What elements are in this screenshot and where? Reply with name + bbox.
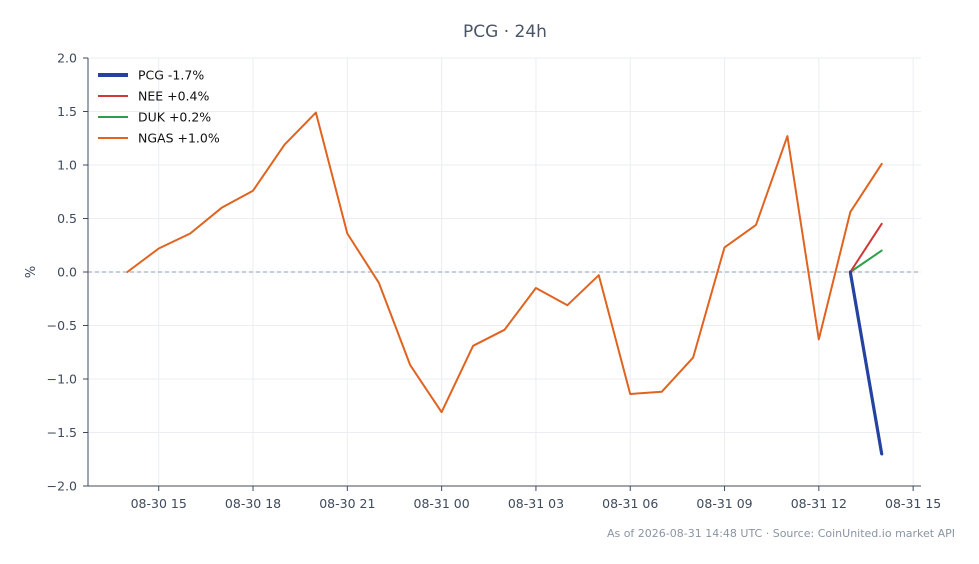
x-tick-label: 08-30 18 xyxy=(225,496,281,511)
footer-note: As of 2026-08-31 14:48 UTC · Source: Coi… xyxy=(607,527,955,540)
y-tick-label: 0.5 xyxy=(57,211,77,226)
y-tick-label: −1.5 xyxy=(47,425,77,440)
series-line-pcg xyxy=(848,270,884,456)
x-tick-label: 08-31 09 xyxy=(696,496,752,511)
legend-item-duk: DUK +0.2% xyxy=(98,110,211,125)
y-tick-label: −0.5 xyxy=(47,318,77,333)
legend-item-pcg: PCG -1.7% xyxy=(98,68,204,83)
legend-item-ngas: NGAS +1.0% xyxy=(98,131,220,146)
x-tick-label: 08-31 03 xyxy=(508,496,564,511)
x-tick-label: 08-31 00 xyxy=(414,496,470,511)
series-line-ngas xyxy=(126,111,883,414)
x-tick-label: 08-31 15 xyxy=(885,496,941,511)
y-tick-label: 2.0 xyxy=(57,51,77,66)
x-tick-label: 08-31 12 xyxy=(791,496,847,511)
x-tick-label: 08-30 15 xyxy=(131,496,187,511)
legend-item-nee: NEE +0.4% xyxy=(98,89,209,104)
y-tick-label: −1.0 xyxy=(47,372,77,387)
y-axis-ticks: 2.0 1.5 1.0 0.5 0.0 −0.5 −1.0 −1.5 −2.0 xyxy=(47,51,88,494)
legend: PCG -1.7% NEE +0.4% DUK +0.2% NGAS +1.0% xyxy=(98,68,220,146)
legend-label: PCG -1.7% xyxy=(138,68,204,83)
x-axis-ticks: 08-30 15 08-30 18 08-30 21 08-31 00 08-31 03… xyxy=(131,486,941,511)
chart-title: PCG · 24h xyxy=(463,22,547,42)
y-axis-label: % xyxy=(24,266,39,278)
legend-label: DUK +0.2% xyxy=(138,110,211,125)
y-tick-label: 0.0 xyxy=(57,265,77,280)
series-layer xyxy=(126,111,884,456)
y-tick-label: 1.5 xyxy=(57,104,77,119)
x-tick-label: 08-30 21 xyxy=(319,496,375,511)
series-line-duk xyxy=(849,249,883,273)
x-tick-label: 08-31 06 xyxy=(602,496,658,511)
y-tick-label: −2.0 xyxy=(47,479,77,494)
series-line-nee xyxy=(849,222,883,273)
legend-label: NEE +0.4% xyxy=(138,89,209,104)
legend-label: NGAS +1.0% xyxy=(138,131,220,146)
y-tick-label: 1.0 xyxy=(57,158,77,173)
